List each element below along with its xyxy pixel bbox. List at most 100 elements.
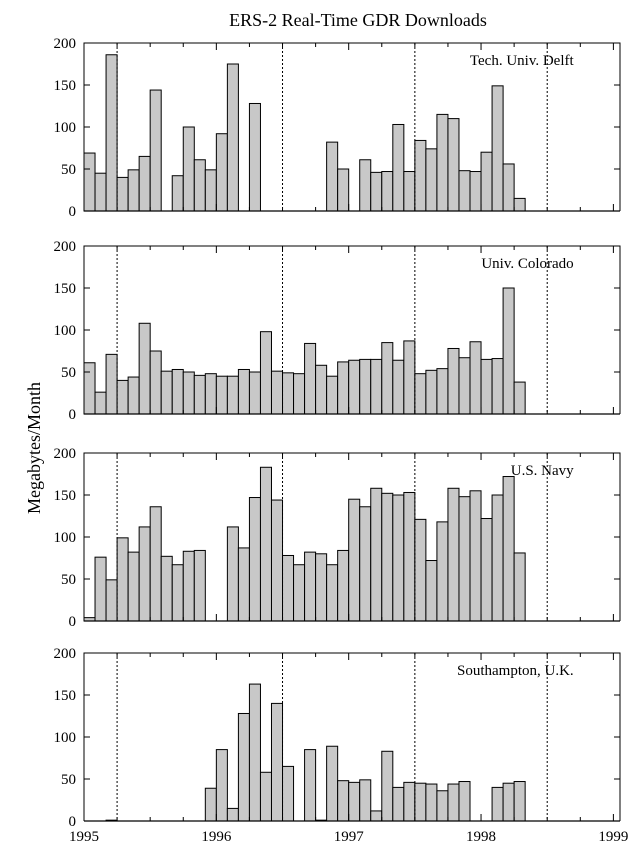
bar: [326, 375, 339, 415]
bar: [502, 476, 515, 622]
bar: [182, 550, 195, 622]
bar: [469, 171, 482, 212]
bar: [381, 171, 394, 212]
bar: [392, 123, 405, 212]
bar: [359, 159, 372, 212]
x-tick-label: 1998: [466, 829, 496, 841]
y-tick-label: 50: [61, 162, 76, 178]
y-tick-label: 100: [54, 323, 77, 339]
bar: [304, 551, 317, 622]
y-tick-label: 150: [54, 78, 77, 94]
chart-title: ERS-2 Real-Time GDR Downloads: [229, 10, 487, 30]
bar: [458, 170, 471, 212]
bar: [127, 551, 140, 622]
bar: [480, 518, 493, 622]
bar: [94, 172, 107, 212]
bar: [193, 159, 206, 212]
bar: [392, 494, 405, 622]
bar: [282, 765, 295, 822]
y-tick-label: 0: [69, 814, 77, 830]
x-tick-label: 1995: [69, 829, 99, 841]
bar: [502, 163, 515, 212]
bar: [447, 118, 460, 212]
y-tick-label: 100: [54, 120, 77, 136]
bar: [193, 549, 206, 622]
bar: [138, 155, 151, 212]
y-tick-label: 50: [61, 772, 76, 788]
y-tick-label: 200: [54, 36, 77, 52]
bar: [491, 85, 504, 212]
bar: [403, 491, 416, 622]
bar: [270, 499, 284, 622]
panel-2: 0 50 100 150 200 Univ. Colorado: [54, 239, 621, 423]
bar: [215, 375, 228, 415]
panel-label: Southampton, U.K.: [457, 663, 574, 679]
bar: [348, 498, 361, 622]
bar: [116, 379, 129, 415]
bar: [259, 331, 272, 415]
bar: [425, 783, 438, 822]
bar: [370, 487, 383, 622]
bar: [160, 555, 173, 622]
bar: [491, 494, 504, 622]
bar: [414, 518, 427, 622]
bar: [337, 361, 350, 415]
bar: [458, 496, 471, 622]
bar: [436, 790, 449, 822]
bar: [326, 745, 339, 822]
x-tick-label: 1996: [201, 829, 232, 841]
bar: [127, 376, 140, 415]
bar: [392, 786, 405, 822]
bar: [293, 564, 306, 622]
bar: [436, 521, 449, 622]
bar: [370, 171, 383, 212]
bar: [348, 359, 361, 415]
bar: [370, 358, 383, 415]
bar: [359, 358, 372, 415]
bar: [381, 750, 394, 822]
bar: [237, 547, 250, 622]
bar: [480, 151, 493, 212]
bar: [83, 362, 96, 415]
bar: [491, 786, 504, 822]
bar: [513, 197, 526, 212]
bar: [270, 370, 284, 415]
y-tick-label: 0: [69, 407, 77, 423]
bar: [304, 749, 317, 822]
bar: [348, 781, 361, 822]
panel-label: U.S. Navy: [511, 463, 574, 479]
bar: [138, 526, 151, 622]
bar: [513, 781, 526, 822]
bar: [337, 549, 350, 622]
bar: [105, 579, 118, 622]
y-tick-label: 50: [61, 365, 76, 381]
bar: [204, 169, 217, 212]
bar: [403, 781, 416, 822]
bar: [226, 526, 239, 622]
panel-4: 0 50 100 150 200 Southampton, U.K. 1995 1996 199…: [54, 646, 629, 845]
x-tick-label: 1999: [598, 829, 628, 841]
bar: [414, 373, 427, 415]
y-tick-label: 100: [54, 730, 77, 746]
bar: [315, 364, 328, 415]
bar: [381, 492, 394, 622]
bar: [491, 358, 504, 415]
y-tick-label: 50: [61, 572, 76, 588]
bar: [436, 113, 449, 212]
bar: [204, 373, 217, 415]
bar: [359, 779, 372, 822]
panel-1: 0 50 100 150 200 Tech. Univ. Delft: [54, 36, 621, 220]
bar: [83, 152, 96, 212]
bar: [94, 556, 107, 622]
bar: [414, 782, 427, 822]
bar: [171, 368, 184, 415]
bar: [127, 169, 140, 212]
bar: [138, 322, 151, 415]
bar: [469, 490, 482, 622]
bar: [171, 564, 184, 622]
panel-label: Univ. Colorado: [481, 256, 573, 272]
bar: [282, 554, 295, 622]
x-tick-label: 1997: [334, 829, 365, 841]
bar: [370, 810, 383, 822]
